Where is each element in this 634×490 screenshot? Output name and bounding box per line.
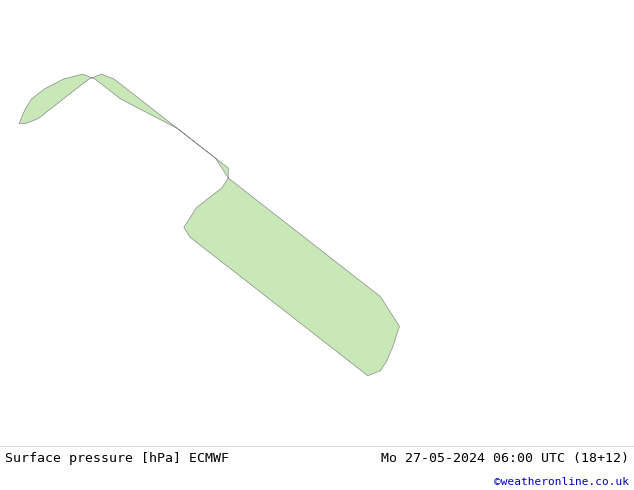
Text: Mo 27-05-2024 06:00 UTC (18+12): Mo 27-05-2024 06:00 UTC (18+12) — [381, 452, 629, 465]
Text: Surface pressure [hPa] ECMWF: Surface pressure [hPa] ECMWF — [5, 452, 229, 465]
Text: ©weatheronline.co.uk: ©weatheronline.co.uk — [494, 477, 629, 487]
Polygon shape — [19, 74, 399, 376]
